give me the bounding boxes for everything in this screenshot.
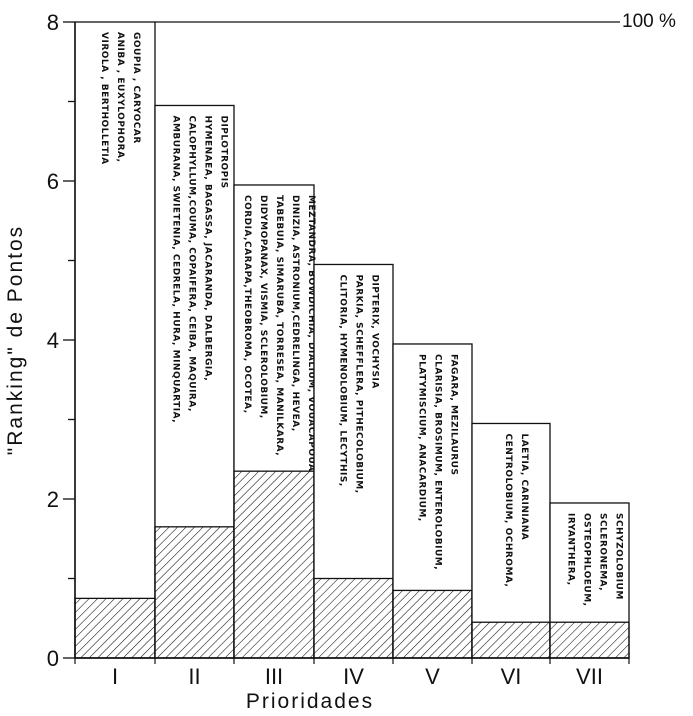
genus-list-IV-line-1: CLITORIA, HYMENOLOBIUM, LECYTHIS, xyxy=(338,274,348,486)
category-label-IV: IV xyxy=(343,664,364,689)
genus-list-III-line-4: DINIZIA, ASTRONIUM,CEDRELINGA, HEVEA, xyxy=(290,195,300,432)
genus-list-VI-line-1: CENTROLOBIUM, OCHROMA, xyxy=(503,433,513,587)
bar-hatched-V xyxy=(392,589,473,659)
y-tick-label-2: 2 xyxy=(47,487,59,512)
genus-list-V-line-1: PLATYMISCIUM, ANACARDIUM, xyxy=(417,354,427,522)
category-label-V: V xyxy=(425,664,440,689)
category-label-II: II xyxy=(188,664,200,689)
genus-list-III-line-1: CORDIA,CARAPA,THEOBROMA, OCOTEA, xyxy=(242,195,252,414)
bar-hatched-I xyxy=(74,597,156,659)
y-tick-label-8: 8 xyxy=(47,10,59,35)
genus-list-VII-line-1: IRYANTHERA, xyxy=(566,513,576,586)
bar-hatched-III xyxy=(233,470,315,659)
genus-list-VI-line-2: LAETIA, CARINIANA xyxy=(519,433,529,540)
genus-list-VII-line-4: SCHYZOLOBIUM xyxy=(614,513,624,600)
bar-hatched-IV xyxy=(313,577,394,659)
category-label-VII: VII xyxy=(576,664,603,689)
category-label-I: I xyxy=(112,664,118,689)
bar-hatched-VII xyxy=(549,621,630,659)
genus-list-I-line-2: ANIBA , EUXYLOPHORA, xyxy=(115,32,125,163)
y-tick-label-6: 6 xyxy=(47,169,59,194)
genus-list-VII-line-2: OSTEOPHLOEUM, xyxy=(582,513,592,607)
y-axis-title: "Ranking" de Pontos xyxy=(4,225,27,455)
x-axis-title: Prioridades xyxy=(246,690,374,713)
category-label-VI: VI xyxy=(501,664,522,689)
genus-list-IV-line-2: PARKIA, SCHEFFLERA, PITHECOLOBIUM, xyxy=(354,274,364,493)
genus-list-II-line-1: AMBURANA, SWIETENIA, CEDRELA, HURA, MINQ… xyxy=(171,115,181,423)
bar-hatched-VI xyxy=(471,621,551,659)
genus-list-II-line-3: HYMENAEA, BAGASSA, JACARANDA, DALBERGIA, xyxy=(203,115,213,381)
genus-list-IV-line-3: DIPTERIX, VOCHYSIA xyxy=(370,274,380,388)
genus-list-V-line-2: CLARISIA, BROSIMUM, ENTEROLOBIUM, xyxy=(433,354,443,570)
genus-list-V-line-3: FAGARA, MEZILAURUS xyxy=(449,354,459,475)
bar-hatched-II xyxy=(154,526,235,659)
genus-list-III-line-5: MEZTANDRA, BOWDICHIA, DIALIUM, VOUACAPOU… xyxy=(306,195,316,472)
genus-list-II-line-4: DIPLOTROPIS xyxy=(219,115,229,188)
y-tick-label-4: 4 xyxy=(47,328,59,353)
genus-list-I-line-1: VIROLA , BERTHOLLETIA xyxy=(99,32,109,165)
y-tick-label-0: 0 xyxy=(47,646,59,671)
hundred-percent-label: 100 % xyxy=(622,11,676,32)
genus-list-VII-line-3: SCLERONEMA, xyxy=(598,513,608,591)
genus-list-II-line-2: CALOPHYLLUM,COUMA, COPAIFERA, CEIBA, MAQ… xyxy=(187,115,197,411)
genus-list-I-line-3: GOUPIA , CARYOCAR xyxy=(131,32,141,144)
bars-layer: VIROLA , BERTHOLLETIA ANIBA , EUXYLOPHORA… xyxy=(74,21,630,659)
genus-list-III-line-3: TABEBUIA, SIMARUBA, TORRESEA, MANILKARA, xyxy=(274,195,284,456)
genus-list-III-line-2: DIDYMOPANAX, VISMIA, SCLEROLOBIUM, xyxy=(258,195,268,419)
category-label-III: III xyxy=(265,664,283,689)
bar-total-I xyxy=(74,21,156,659)
